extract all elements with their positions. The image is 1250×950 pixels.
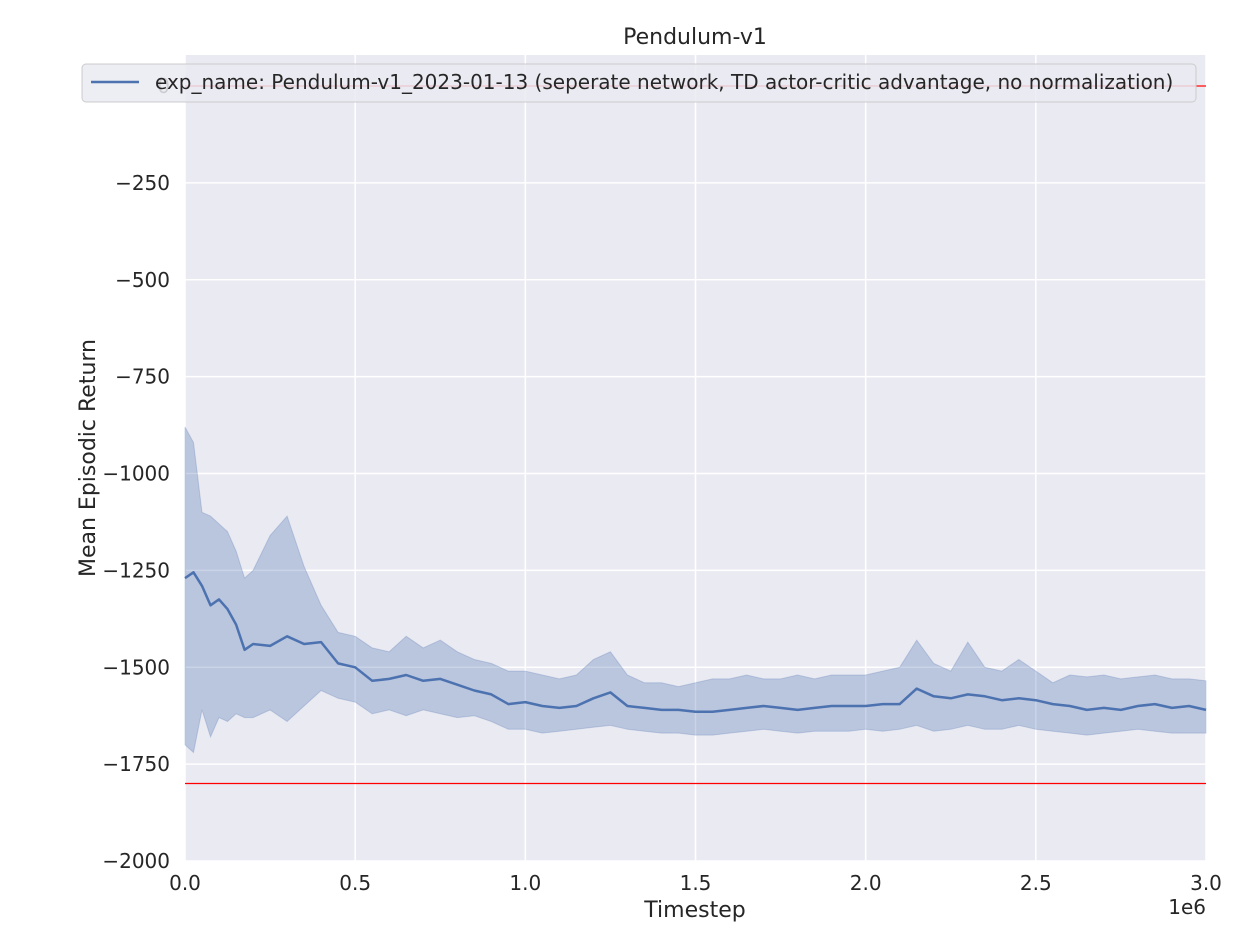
- chart-title: Pendulum-v1: [623, 25, 767, 50]
- legend-label: exp_name: Pendulum-v1_2023-01-13 (sepera…: [155, 70, 1173, 94]
- y-tick-label: −750: [115, 365, 170, 389]
- x-tick-label: 2.5: [1020, 871, 1052, 895]
- x-tick-label: 1.0: [509, 871, 541, 895]
- y-tick-label: −1500: [102, 655, 170, 679]
- y-tick-label: −1250: [102, 558, 170, 582]
- x-tick-label: 0.0: [169, 871, 201, 895]
- y-tick-label: −250: [115, 171, 170, 195]
- y-axis-label: Mean Episodic Return: [76, 339, 101, 577]
- confidence-band: [184, 426, 1207, 754]
- y-tick-label: −500: [115, 268, 170, 292]
- x-tick-label: 1.5: [680, 871, 712, 895]
- x-tick-labels: 0.0 0.5 1.0 1.5 2.0 2.5 3.0: [169, 871, 1222, 895]
- band-layer: [184, 426, 1207, 754]
- x-tick-label: 0.5: [339, 871, 371, 895]
- y-tick-labels: 0−250−500−750−1000−1250−1500−1750−2000: [102, 74, 170, 873]
- y-tick-label: −1000: [102, 462, 170, 486]
- x-tick-label: 2.0: [850, 871, 882, 895]
- series-line: [184, 571, 1207, 714]
- x-tick-label: 3.0: [1190, 871, 1222, 895]
- legend-box: [81, 63, 1197, 103]
- y-tick-label: −2000: [102, 849, 170, 873]
- x-offset-label: 1e6: [1168, 895, 1206, 919]
- series-layer: [184, 571, 1207, 714]
- y-tick-label: −1750: [102, 752, 170, 776]
- legend: exp_name: Pendulum-v1_2023-01-13 (sepera…: [81, 63, 1197, 103]
- x-axis-label: Timestep: [643, 898, 745, 923]
